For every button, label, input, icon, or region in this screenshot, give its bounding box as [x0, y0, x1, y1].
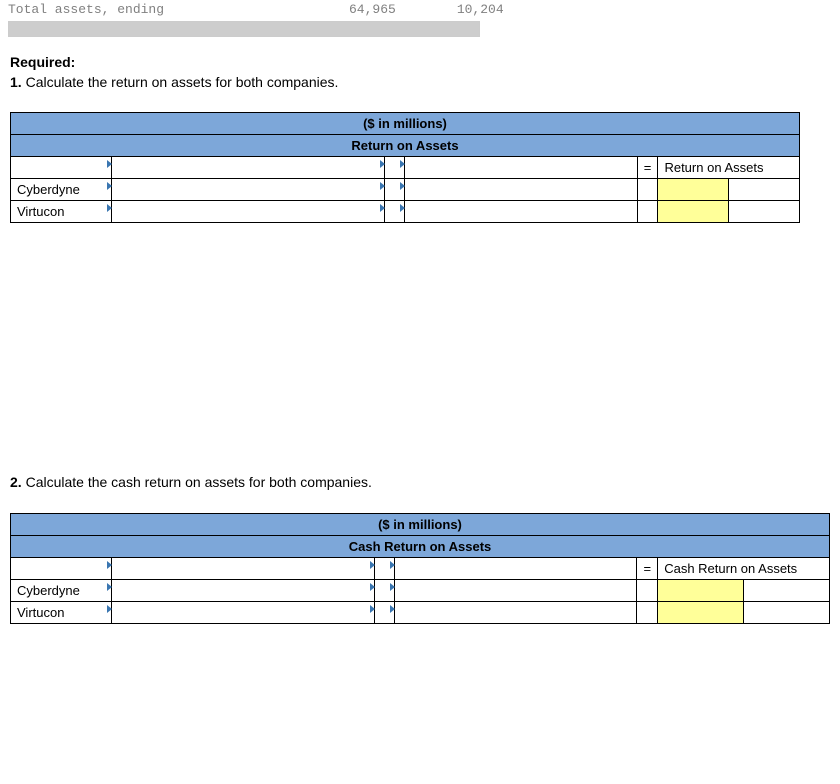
table-row: Virtucon [11, 601, 830, 623]
t2-row1-input-d[interactable] [394, 579, 636, 601]
top-val2: 10,204 [404, 2, 504, 17]
return-on-assets-table: ($ in millions) Return on Assets = Retur… [10, 112, 800, 223]
t1-row1-input-c[interactable] [384, 179, 404, 201]
t2-row1-spacer [637, 579, 658, 601]
t1-row2-extra[interactable] [729, 201, 800, 223]
top-val1: 64,965 [296, 2, 396, 17]
t1-col-c-head[interactable] [384, 157, 404, 179]
t2-eq-head: = [637, 557, 658, 579]
t1-row2-input-c[interactable] [384, 201, 404, 223]
question-1-block: Required: 1. 1. Calculate the return on … [0, 53, 840, 92]
t2-row1-result[interactable] [658, 579, 744, 601]
t1-row2-label: Virtucon [11, 201, 112, 223]
t1-col-d-head[interactable] [405, 157, 637, 179]
t2-col-a-head[interactable] [11, 557, 112, 579]
t2-row1-input-b[interactable] [112, 579, 375, 601]
table-row: Cyberdyne [11, 179, 800, 201]
t1-row1-extra[interactable] [729, 179, 800, 201]
t2-header-millions: ($ in millions) [11, 513, 830, 535]
t1-row1-spacer [637, 179, 658, 201]
t1-row1-result[interactable] [658, 179, 729, 201]
t1-row2-result[interactable] [658, 201, 729, 223]
t2-col-c-head[interactable] [374, 557, 394, 579]
t2-row1-extra[interactable] [744, 579, 830, 601]
t2-row2-extra[interactable] [744, 601, 830, 623]
horizontal-scrollbar[interactable] [8, 21, 480, 37]
t2-header-metric: Cash Return on Assets [11, 535, 830, 557]
t1-row1-label: Cyberdyne [11, 179, 112, 201]
question-1-text: 1. 1. Calculate the return on assets for… [10, 73, 830, 93]
t2-col-d-head[interactable] [394, 557, 636, 579]
partial-data-row: Total assets, ending 64,965 10,204 [0, 0, 840, 17]
top-label: Total assets, ending [8, 2, 288, 17]
question-2-block: 2. Calculate the cash return on assets f… [0, 473, 840, 493]
t2-row2-input-c[interactable] [374, 601, 394, 623]
t1-col-b-head[interactable] [112, 157, 385, 179]
t2-row2-spacer [637, 601, 658, 623]
required-label: Required: [10, 53, 830, 73]
t1-row1-input-b[interactable] [112, 179, 385, 201]
t1-row1-input-d[interactable] [405, 179, 637, 201]
t1-eq-head: = [637, 157, 658, 179]
t2-row1-label: Cyberdyne [11, 579, 112, 601]
t2-result-label: Cash Return on Assets [658, 557, 830, 579]
t1-row2-spacer [637, 201, 658, 223]
t2-row1-input-c[interactable] [374, 579, 394, 601]
t2-col-b-head[interactable] [112, 557, 375, 579]
table-row: Virtucon [11, 201, 800, 223]
t1-header-millions: ($ in millions) [11, 113, 800, 135]
cash-return-on-assets-table: ($ in millions) Cash Return on Assets = … [10, 513, 830, 624]
question-2-text: 2. Calculate the cash return on assets f… [10, 473, 830, 493]
t1-row2-input-b[interactable] [112, 201, 385, 223]
t1-col-a-head[interactable] [11, 157, 112, 179]
table-row: Cyberdyne [11, 579, 830, 601]
t2-row2-input-d[interactable] [394, 601, 636, 623]
t1-result-label: Return on Assets [658, 157, 800, 179]
t2-row2-result[interactable] [658, 601, 744, 623]
t1-header-metric: Return on Assets [11, 135, 800, 157]
t1-row2-input-d[interactable] [405, 201, 637, 223]
t2-row2-input-b[interactable] [112, 601, 375, 623]
scrollbar-thumb[interactable] [9, 22, 479, 36]
t2-row2-label: Virtucon [11, 601, 112, 623]
